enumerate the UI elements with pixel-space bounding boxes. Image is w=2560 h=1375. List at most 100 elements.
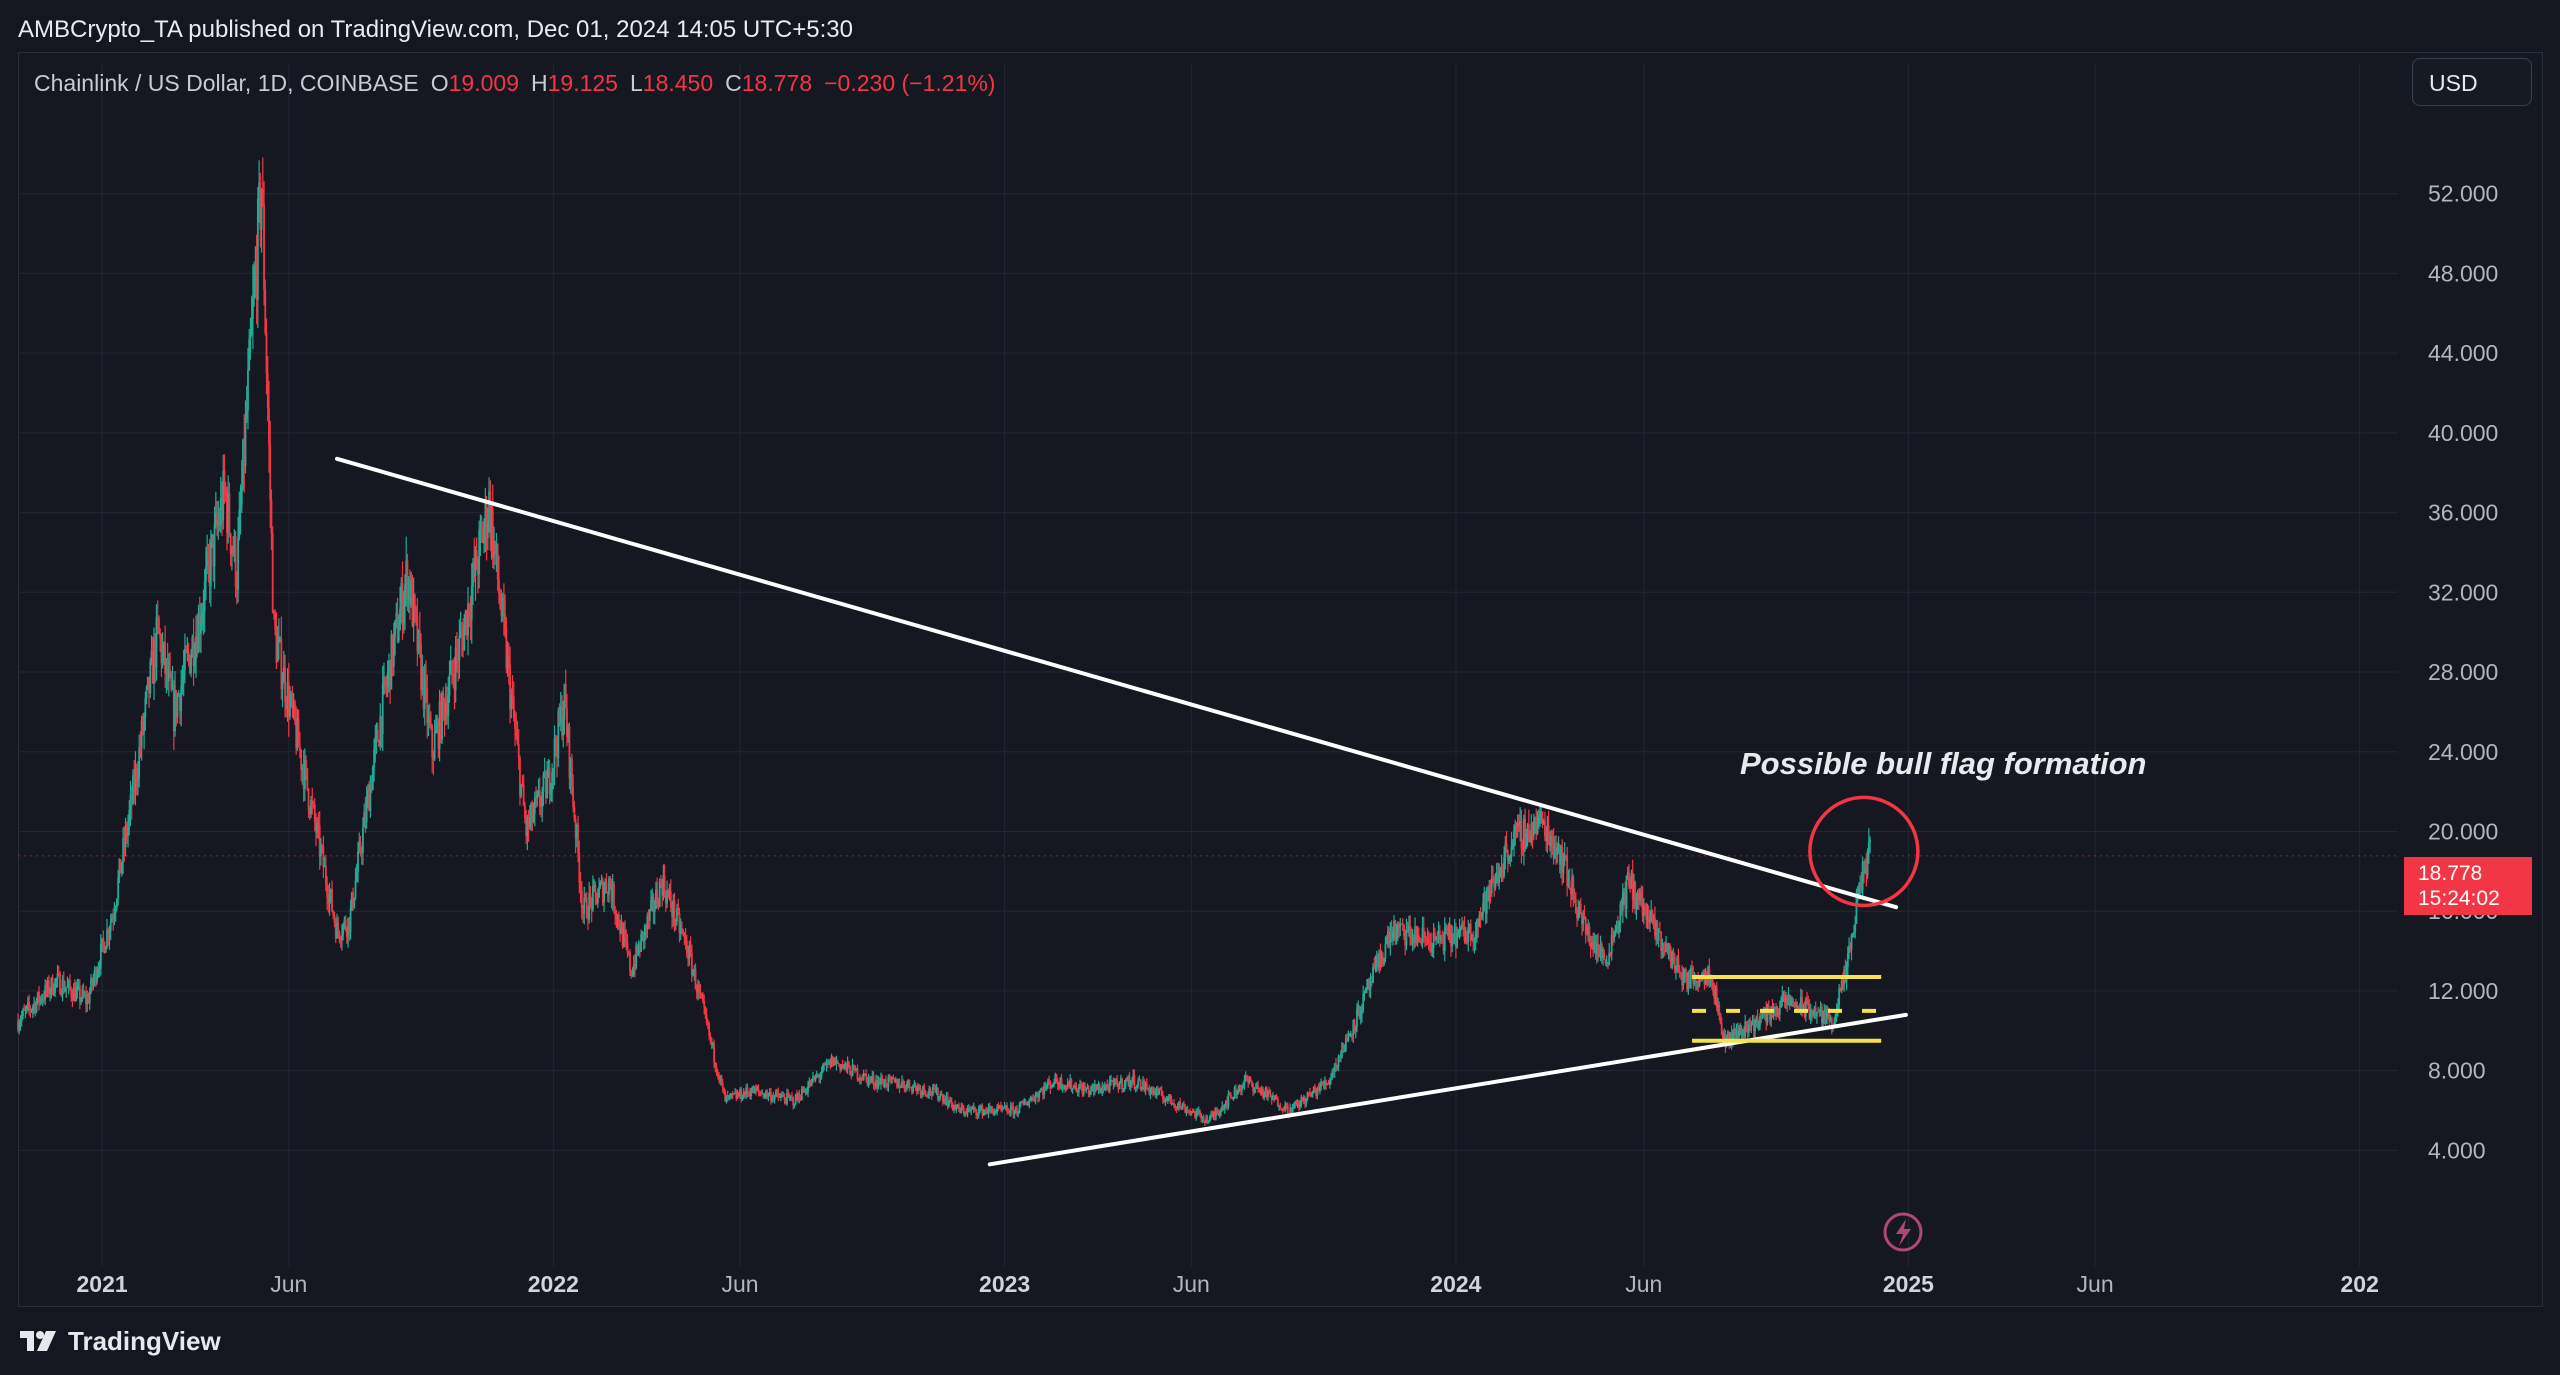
- candle-body: [1119, 1078, 1122, 1084]
- candle-body: [1565, 856, 1567, 858]
- candle-body: [34, 1002, 37, 1012]
- descending-resistance-line[interactable]: [334, 456, 1899, 910]
- candle-body: [30, 1009, 33, 1011]
- candle-body: [772, 1096, 775, 1100]
- candle-body: [108, 930, 111, 939]
- candle-body: [1201, 1116, 1204, 1119]
- candle-body: [1369, 980, 1372, 989]
- candle-body: [77, 985, 80, 987]
- candle-body: [1389, 931, 1392, 946]
- candle-body: [935, 1087, 938, 1093]
- ascending-support-line[interactable]: [987, 1012, 1908, 1167]
- candle-body: [1791, 1000, 1794, 1002]
- candle-body: [363, 812, 366, 828]
- candle-body: [1213, 1111, 1216, 1117]
- candle-body: [1427, 940, 1430, 942]
- candle-body: [1019, 1102, 1022, 1105]
- candle-body: [888, 1076, 891, 1078]
- highlight-circle[interactable]: [1808, 795, 1920, 908]
- candle-body: [1121, 1078, 1123, 1090]
- candle-body: [165, 660, 168, 674]
- close-label: C: [725, 70, 742, 96]
- candle-body: [81, 989, 84, 999]
- candle-body: [1076, 1091, 1079, 1093]
- candle-body: [1061, 1086, 1064, 1089]
- candle-body: [809, 1082, 812, 1086]
- candle-body: [1778, 1007, 1781, 1015]
- candle-body: [201, 613, 204, 624]
- candle-body: [1485, 887, 1488, 914]
- candle-body: [1396, 924, 1399, 934]
- candle-body: [1453, 926, 1456, 940]
- time-axis[interactable]: 2021 Jun 2022 Jun 2023 Jun 2024 Jun 2025 Jun 202: [76, 1271, 2378, 1297]
- bull-flag-lines[interactable]: [1692, 974, 1882, 1043]
- candle-body: [1635, 897, 1638, 908]
- candle-body: [693, 968, 696, 973]
- candle-body: [191, 637, 194, 657]
- footer-bar: [0, 1307, 2560, 1375]
- candle-body: [954, 1105, 957, 1110]
- candle-body: [23, 1009, 26, 1011]
- candle-body: [1029, 1098, 1032, 1101]
- currency-button[interactable]: USD: [2412, 58, 2532, 106]
- candle-body: [1274, 1096, 1277, 1100]
- candle-body: [1621, 893, 1624, 912]
- candle-body: [1111, 1080, 1114, 1082]
- candle-body: [1607, 961, 1609, 965]
- candle-body: [564, 684, 567, 709]
- candle-body: [1056, 1082, 1059, 1085]
- candle-body: [1220, 1109, 1222, 1112]
- candle-body: [1246, 1075, 1248, 1080]
- candle-body: [803, 1090, 806, 1093]
- candle-body: [1331, 1071, 1334, 1079]
- flash-icon[interactable]: [1883, 1212, 1923, 1252]
- symbol-description[interactable]: Chainlink / US Dollar, 1D, COINBASE: [34, 70, 419, 96]
- candle-body: [132, 775, 134, 804]
- candle-body: [192, 637, 195, 667]
- candle-body: [773, 1095, 776, 1100]
- candle-body: [1839, 987, 1842, 992]
- candle-body: [1144, 1083, 1147, 1091]
- candle-body: [643, 926, 646, 941]
- candle-body: [1629, 886, 1632, 889]
- candle-body: [468, 603, 471, 618]
- candle-body: [383, 677, 385, 684]
- candle-body: [932, 1086, 934, 1095]
- candle-body: [695, 988, 698, 993]
- candle-body: [207, 552, 210, 561]
- candle-body: [1415, 926, 1418, 944]
- candle-body: [1363, 992, 1366, 994]
- annotation-text[interactable]: Possible bull flag formation: [1740, 746, 2147, 781]
- candle-body: [805, 1092, 808, 1094]
- candle-body: [187, 651, 190, 656]
- candle-body: [873, 1084, 876, 1086]
- chart-area[interactable]: [18, 52, 2543, 1307]
- candle-body: [1158, 1089, 1161, 1095]
- candle-body: [1048, 1081, 1051, 1083]
- candle-body: [1421, 927, 1424, 944]
- candle-body: [1404, 936, 1407, 946]
- candle-body: [1243, 1079, 1246, 1085]
- candle-body: [1046, 1081, 1049, 1086]
- candle-body: [1197, 1110, 1200, 1114]
- price-axis[interactable]: 4.0008.00012.00016.00020.00024.00028.000…: [2428, 181, 2498, 1164]
- candle-body: [547, 767, 550, 777]
- candle-body: [1505, 843, 1508, 851]
- candle-body: [1610, 934, 1613, 954]
- candle-body: [1698, 978, 1701, 987]
- candle-body: [749, 1092, 751, 1096]
- candle-body: [446, 703, 448, 716]
- candle-body: [139, 747, 142, 749]
- ohlc-legend: Chainlink / US Dollar, 1D, COINBASE O19.0…: [34, 70, 995, 97]
- tradingview-brand[interactable]: TradingView: [20, 1324, 221, 1358]
- candle-body: [1440, 937, 1442, 940]
- candle-body: [867, 1076, 870, 1085]
- candle-body: [729, 1094, 732, 1096]
- candle-body: [845, 1063, 848, 1069]
- candle-body: [636, 945, 639, 954]
- candle-body: [836, 1060, 839, 1064]
- candle-body: [197, 614, 200, 653]
- candle-body: [181, 679, 184, 687]
- candle-body: [380, 716, 383, 735]
